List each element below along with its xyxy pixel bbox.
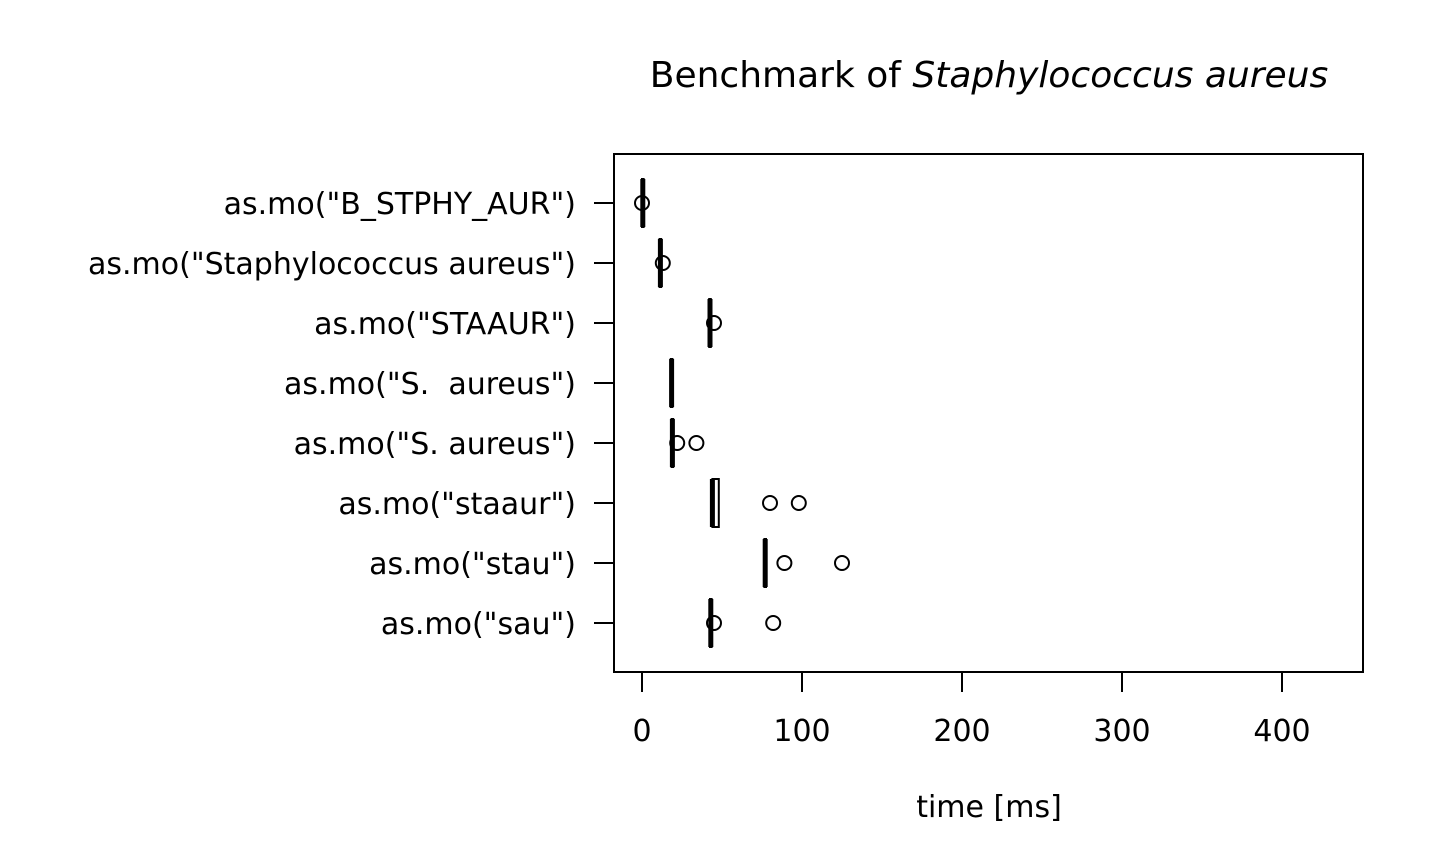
y-axis: as.mo("B_STPHY_AUR") as.mo("Staphylococcu… — [88, 187, 614, 642]
y-tick-label: as.mo("staaur") — [338, 487, 576, 522]
outlier-point — [790, 495, 807, 511]
outlier-point — [634, 195, 650, 211]
x-tick-label: 100 — [773, 714, 830, 749]
y-tick-label: as.mo("S. aureus") — [284, 367, 576, 402]
y-tick-label: as.mo("stau") — [369, 547, 576, 582]
outlier-point — [706, 615, 722, 631]
y-tick-label: as.mo("B_STPHY_AUR") — [224, 187, 576, 222]
outlier-point — [776, 555, 793, 571]
y-tick-label: as.mo("STAAUR") — [314, 307, 576, 342]
y-tick-label: as.mo("S. aureus") — [294, 427, 576, 462]
box-group — [706, 598, 782, 648]
box-group — [669, 358, 675, 408]
box-group — [762, 538, 850, 588]
x-tick-label: 0 — [632, 714, 651, 749]
chart-title-prefix: Benchmark of — [650, 55, 913, 96]
outlier-point — [762, 495, 778, 511]
outlier-point — [669, 435, 686, 451]
box-group — [654, 238, 671, 288]
x-axis-label: time [ms] — [916, 790, 1062, 825]
y-tick-label: as.mo("Staphylococcus aureus") — [88, 247, 576, 282]
outlier-point — [654, 255, 671, 271]
chart-title: Benchmark of Staphylococcus aureus — [650, 55, 1329, 96]
outlier-point — [834, 555, 850, 571]
chart-title-italic: Staphylococcus aureus — [912, 55, 1328, 96]
outlier-point — [688, 435, 705, 451]
box-group — [669, 418, 705, 468]
plot-frame — [613, 153, 1364, 673]
x-axis: 0 100 200 300 400 — [632, 672, 1311, 749]
box-group — [634, 178, 650, 228]
box-group — [706, 298, 722, 348]
box-group — [709, 478, 807, 528]
x-tick-label: 400 — [1253, 714, 1310, 749]
x-tick-label: 200 — [933, 714, 990, 749]
boxplot-series — [634, 178, 850, 648]
outlier-point — [706, 315, 722, 331]
outlier-point — [765, 615, 782, 631]
x-tick-label: 300 — [1093, 714, 1150, 749]
y-tick-label: as.mo("sau") — [381, 607, 576, 642]
